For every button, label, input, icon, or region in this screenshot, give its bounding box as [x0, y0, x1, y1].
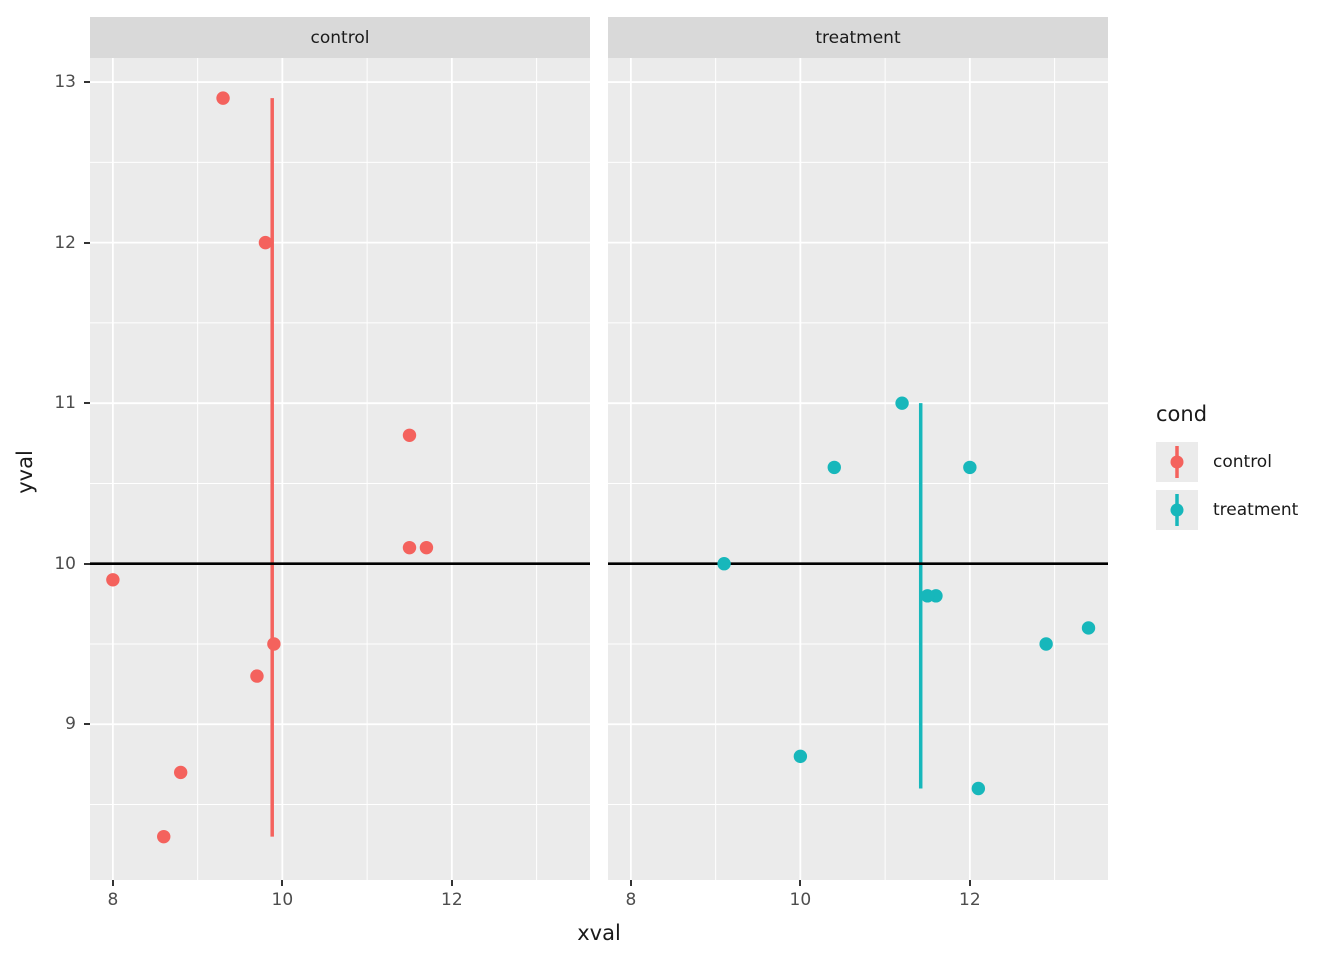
x-tick-label: 10	[789, 890, 812, 910]
legend-title: cond	[1156, 402, 1208, 426]
x-tick-label: 12	[959, 890, 981, 910]
legend-key-treatment	[1156, 490, 1198, 530]
x-tick-mark	[799, 880, 802, 886]
y-tick-mark	[84, 723, 90, 726]
legend-key-glyph-control	[1170, 446, 1184, 478]
facet-strip-label-control: control	[310, 27, 370, 48]
facet-strip-treatment: treatment	[608, 17, 1108, 58]
data-point-control	[267, 637, 281, 651]
panel-treatment	[608, 58, 1108, 880]
data-point-control	[402, 540, 417, 555]
y-tick-mark	[84, 81, 90, 84]
data-point-control	[258, 235, 273, 250]
panel-control-canvas	[90, 58, 590, 880]
x-tick-label: 10	[271, 890, 294, 910]
x-axis-title-row: xval	[0, 921, 1198, 945]
y-tick-label: 13	[54, 72, 76, 93]
data-point-treatment	[920, 589, 935, 603]
legend-entry-treatment: treatment	[1156, 490, 1298, 530]
legend-label-treatment: treatment	[1213, 500, 1299, 520]
data-point-treatment	[1039, 637, 1053, 651]
x-axis-title: xval	[577, 921, 621, 945]
data-point-control	[157, 829, 171, 844]
data-point-treatment	[827, 460, 841, 475]
panel-treatment-canvas	[608, 58, 1108, 880]
x-tick-label: 8	[107, 890, 119, 910]
data-point-treatment	[1081, 621, 1096, 635]
legend-entry-control: control	[1156, 442, 1298, 482]
y-tick-mark	[84, 241, 90, 244]
y-tick-label: 10	[54, 553, 76, 574]
facet-strip-label-treatment: treatment	[815, 27, 901, 48]
x-tick-mark	[450, 880, 453, 886]
data-point-control	[250, 669, 264, 683]
y-tick-label: 9	[65, 714, 76, 735]
y-tick-label: 12	[54, 232, 76, 253]
data-point-treatment	[971, 781, 986, 796]
x-tick-label: 8	[625, 890, 637, 910]
panel-control	[90, 58, 590, 880]
data-point-control	[419, 540, 434, 555]
data-point-treatment	[717, 557, 731, 571]
legend: cond control treatment	[1156, 402, 1298, 538]
y-tick-mark	[84, 402, 90, 405]
y-tick-mark	[84, 562, 90, 565]
x-tick-mark	[968, 880, 971, 886]
data-point-control	[106, 573, 120, 587]
data-point-control	[402, 428, 417, 442]
data-point-control	[173, 765, 188, 780]
legend-key-control	[1156, 442, 1198, 482]
legend-key-glyph-treatment	[1170, 494, 1184, 526]
data-point-treatment	[895, 396, 909, 410]
facet-strip-control: control	[90, 17, 590, 58]
data-point-treatment	[963, 460, 977, 475]
data-point-control	[216, 91, 230, 105]
x-tick-label: 12	[441, 890, 463, 910]
data-point-treatment	[793, 749, 808, 764]
y-axis-title: yval	[13, 450, 37, 494]
x-tick-mark	[281, 880, 284, 886]
y-tick-label: 11	[54, 393, 76, 414]
x-tick-mark	[111, 880, 114, 886]
legend-label-control: control	[1213, 452, 1272, 472]
x-tick-mark	[629, 880, 632, 886]
